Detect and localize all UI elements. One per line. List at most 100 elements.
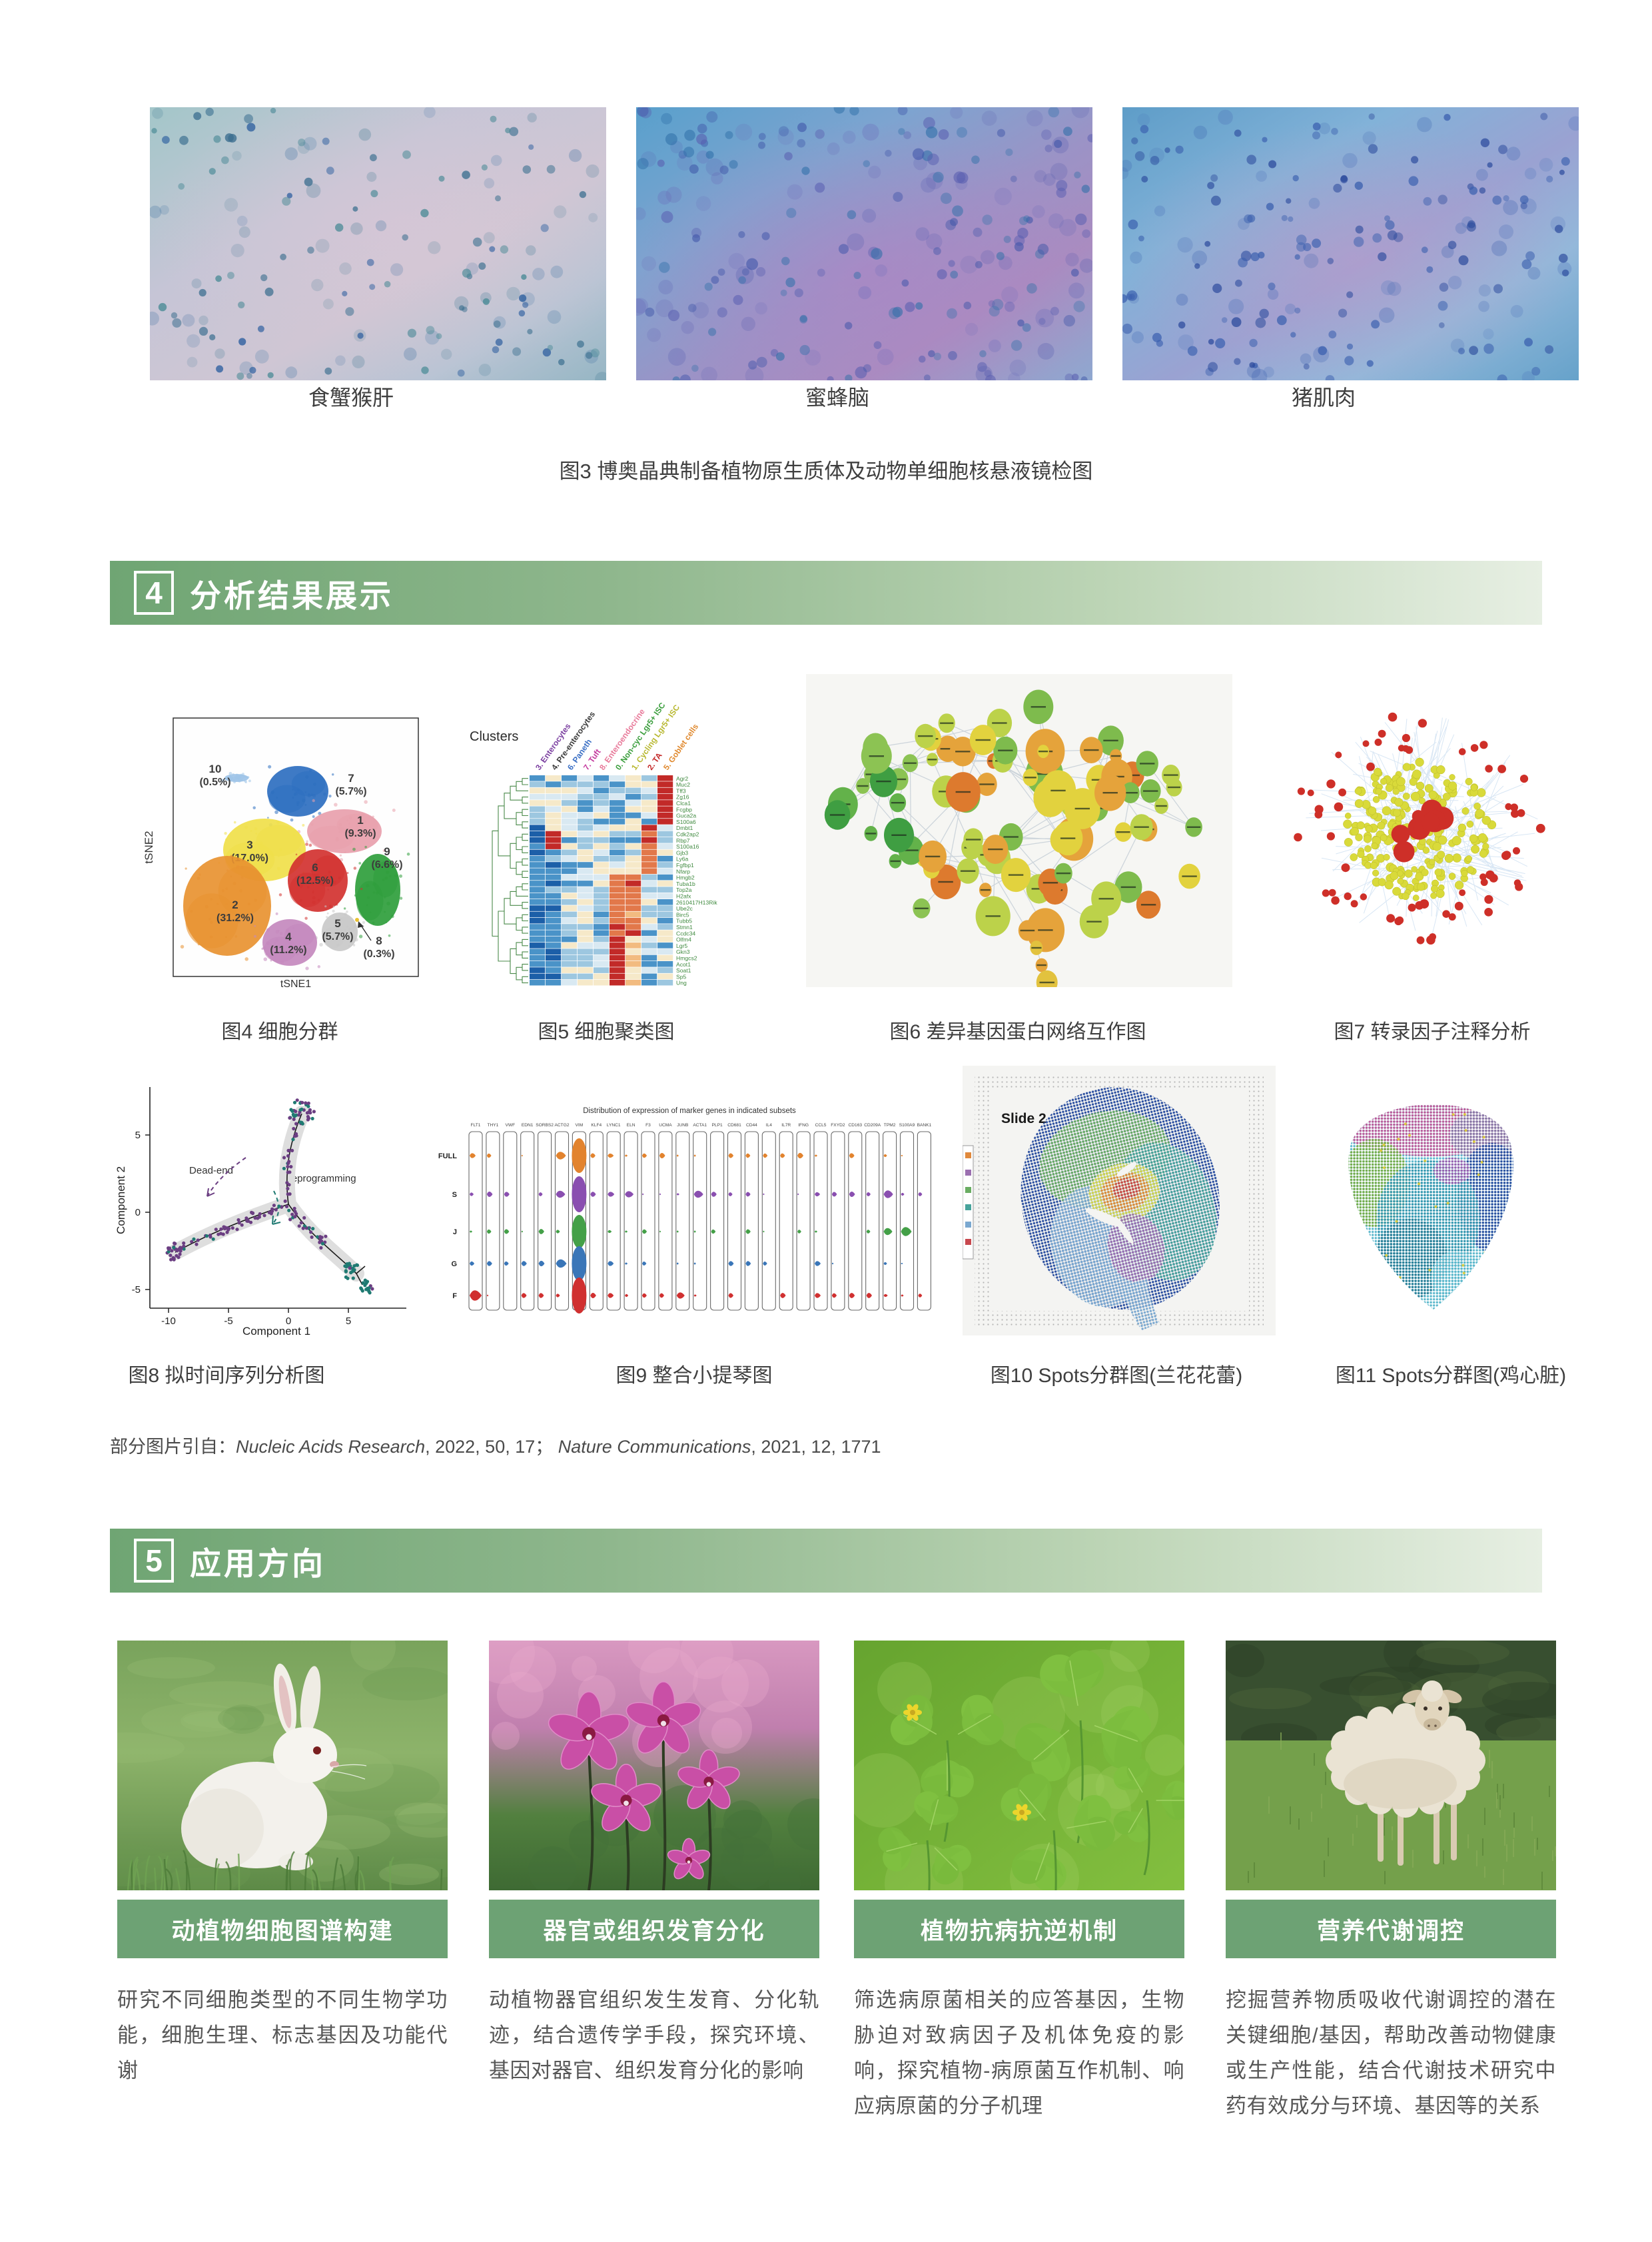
- application-text-disease-resistance: 筛选病原菌相关的应答基因，生物胁迫对致病因子及机体免疫的影响，探究植物-病原菌互…: [854, 1988, 1184, 2117]
- svg-text:1: 1: [357, 814, 363, 827]
- micrograph-pig-muscle: [1122, 107, 1579, 380]
- svg-text:CD209A: CD209A: [864, 1123, 881, 1128]
- svg-text:(31.2%): (31.2%): [216, 913, 254, 924]
- svg-text:LYNC1: LYNC1: [607, 1123, 621, 1128]
- svg-text:G: G: [451, 1260, 457, 1268]
- svg-text:BANK1: BANK1: [917, 1123, 932, 1128]
- svg-text:CD163: CD163: [849, 1123, 863, 1128]
- svg-text:H2afx: H2afx: [676, 893, 691, 900]
- svg-text:Acot1: Acot1: [676, 961, 691, 968]
- svg-text:ACTG2: ACTG2: [555, 1123, 570, 1128]
- svg-text:-5: -5: [224, 1315, 232, 1327]
- svg-text:J: J: [453, 1228, 457, 1236]
- svg-text:UCMA: UCMA: [659, 1123, 672, 1128]
- svg-text:(5.7%): (5.7%): [335, 786, 366, 797]
- svg-text:10: 10: [209, 763, 222, 775]
- svg-text:CD44: CD44: [746, 1123, 757, 1128]
- svg-text:Fgfbp1: Fgfbp1: [676, 862, 694, 869]
- svg-text:SORBS2: SORBS2: [536, 1123, 554, 1128]
- svg-text:S100a16: S100a16: [676, 843, 699, 850]
- figure9-title: Distribution of expression of marker gen…: [583, 1107, 796, 1115]
- svg-text:Ube2c: Ube2c: [676, 905, 693, 912]
- micrograph-label-monkey-liver: 食蟹猴肝: [308, 386, 394, 410]
- figure8-annotation-deadend: Dead-end: [189, 1165, 233, 1176]
- figure8-label: 图8 拟时间序列分析图: [128, 1365, 325, 1387]
- svg-text:THY1: THY1: [487, 1123, 498, 1128]
- svg-text:Gkn3: Gkn3: [676, 948, 690, 955]
- svg-text:VIM: VIM: [576, 1123, 584, 1128]
- svg-text:5: 5: [334, 917, 340, 930]
- figure10-spatial-orchid: Slide 2: [963, 1066, 1276, 1335]
- citation-rest-2: , 2021, 12, 1771: [751, 1437, 881, 1457]
- figure7-tf-network: [1294, 712, 1545, 945]
- citation-journal-1: Nucleic Acids Research: [236, 1437, 426, 1457]
- figure4-tsne-plot: tSNE2 tSNE1 10(0.5%) 7(5.7%)1(9.3%)3(17.0…: [143, 717, 419, 990]
- figure10-label: 图10 Spots分群图(兰花花蕾): [990, 1365, 1243, 1387]
- citation-journal-2: Nature Communications: [558, 1437, 751, 1457]
- svg-text:F3: F3: [645, 1123, 651, 1128]
- svg-text:Tuba1b: Tuba1b: [676, 881, 695, 887]
- svg-text:6: 6: [312, 861, 318, 874]
- svg-text:Zg16: Zg16: [676, 794, 689, 801]
- citation-prefix: 部分图片引自：: [110, 1437, 236, 1457]
- svg-text:FULL: FULL: [438, 1152, 457, 1160]
- figure4-ylabel: tSNE2: [143, 831, 155, 863]
- citation-line: 部分图片引自：Nucleic Acids Research, 2022, 50,…: [110, 1432, 881, 1458]
- figure8-trajectory-plot: Component 1 Component 2 Dead-end Reprogr…: [115, 1087, 406, 1337]
- svg-text:ELN: ELN: [627, 1123, 635, 1128]
- micrograph-honeybee-brain-image: [636, 107, 1092, 380]
- svg-text:Agr2: Agr2: [676, 775, 688, 782]
- section4-banner: 4 分析结果展示: [110, 561, 1542, 625]
- svg-text:Guca2a: Guca2a: [676, 813, 696, 819]
- micrograph-label-honeybee-brain: 蜜蜂脑: [805, 386, 870, 410]
- micrograph-monkey-liver: [150, 107, 606, 380]
- svg-text:EDN1: EDN1: [522, 1123, 534, 1128]
- figure9-label: 图9 整合小提琴图: [616, 1365, 773, 1387]
- photo-lamb: [1226, 1641, 1556, 1890]
- application-text-metabolism: 挖掘营养物质吸收代谢调控的潜在关键细胞/基因，帮助改善动物健康或生产性能，结合代…: [1226, 1988, 1556, 2117]
- svg-text:Hmgb2: Hmgb2: [676, 875, 695, 881]
- photo-orchid: [489, 1641, 819, 1890]
- figure3-caption: 图3 博奥晶典制备植物原生质体及动物单细胞核悬液镜检图: [559, 460, 1093, 483]
- svg-text:FLT1: FLT1: [471, 1123, 481, 1128]
- svg-text:(11.2%): (11.2%): [270, 944, 306, 956]
- micrograph-monkey-liver-image: [150, 107, 606, 380]
- svg-text:S100A9: S100A9: [899, 1123, 915, 1128]
- svg-text:Ung: Ung: [676, 980, 687, 986]
- svg-text:TPM2: TPM2: [884, 1123, 896, 1128]
- svg-text:Cdk2ap2: Cdk2ap2: [676, 831, 699, 838]
- figure8-xlabel: Component 1: [242, 1325, 310, 1337]
- svg-text:IL4: IL4: [766, 1123, 772, 1128]
- svg-text:-10: -10: [161, 1315, 176, 1327]
- svg-text:(5.7%): (5.7%): [322, 931, 353, 942]
- figure10-slide-label: Slide 2: [1001, 1111, 1046, 1126]
- svg-text:9: 9: [384, 845, 390, 858]
- svg-text:Top2a: Top2a: [676, 887, 692, 893]
- svg-text:(0.3%): (0.3%): [363, 948, 394, 960]
- figure4-xlabel: tSNE1: [280, 978, 311, 990]
- figure8-annotation-reprogramming: Reprogramming: [284, 1173, 356, 1184]
- svg-text:0: 0: [135, 1207, 141, 1218]
- svg-text:FXYD2: FXYD2: [831, 1123, 845, 1128]
- svg-text:Ccdc34: Ccdc34: [676, 930, 695, 936]
- svg-text:-5: -5: [132, 1284, 141, 1296]
- section5-title: 应用方向: [190, 1545, 326, 1581]
- figure4-label: 图4 细胞分群: [221, 1021, 338, 1043]
- svg-text:5. Goblet cells: 5. Goblet cells: [661, 722, 700, 772]
- svg-text:3: 3: [246, 839, 252, 851]
- svg-text:IFNG: IFNG: [798, 1123, 809, 1128]
- svg-text:(12.5%): (12.5%): [296, 875, 334, 887]
- figure11-label: 图11 Spots分群图(鸡心脏): [1335, 1365, 1567, 1387]
- application-text-cell-atlas: 研究不同细胞类型的不同生物学功能，细胞生理、标志基因及功能代谢: [117, 1988, 448, 2082]
- micrograph-pig-muscle-image: [1122, 107, 1579, 380]
- micrograph-label-pig-muscle: 猪肌肉: [1291, 386, 1356, 410]
- svg-text:Sp5: Sp5: [676, 973, 687, 980]
- svg-text:2: 2: [232, 899, 238, 911]
- svg-text:7: 7: [348, 772, 354, 785]
- svg-text:Stmn1: Stmn1: [676, 924, 693, 931]
- figure5-legend-title: Clusters: [470, 729, 518, 744]
- figure6-label: 图6 差异基因蛋白网络互作图: [889, 1021, 1146, 1043]
- section4-number-badge: 4: [134, 571, 174, 615]
- svg-text:Nfarp: Nfarp: [676, 868, 690, 875]
